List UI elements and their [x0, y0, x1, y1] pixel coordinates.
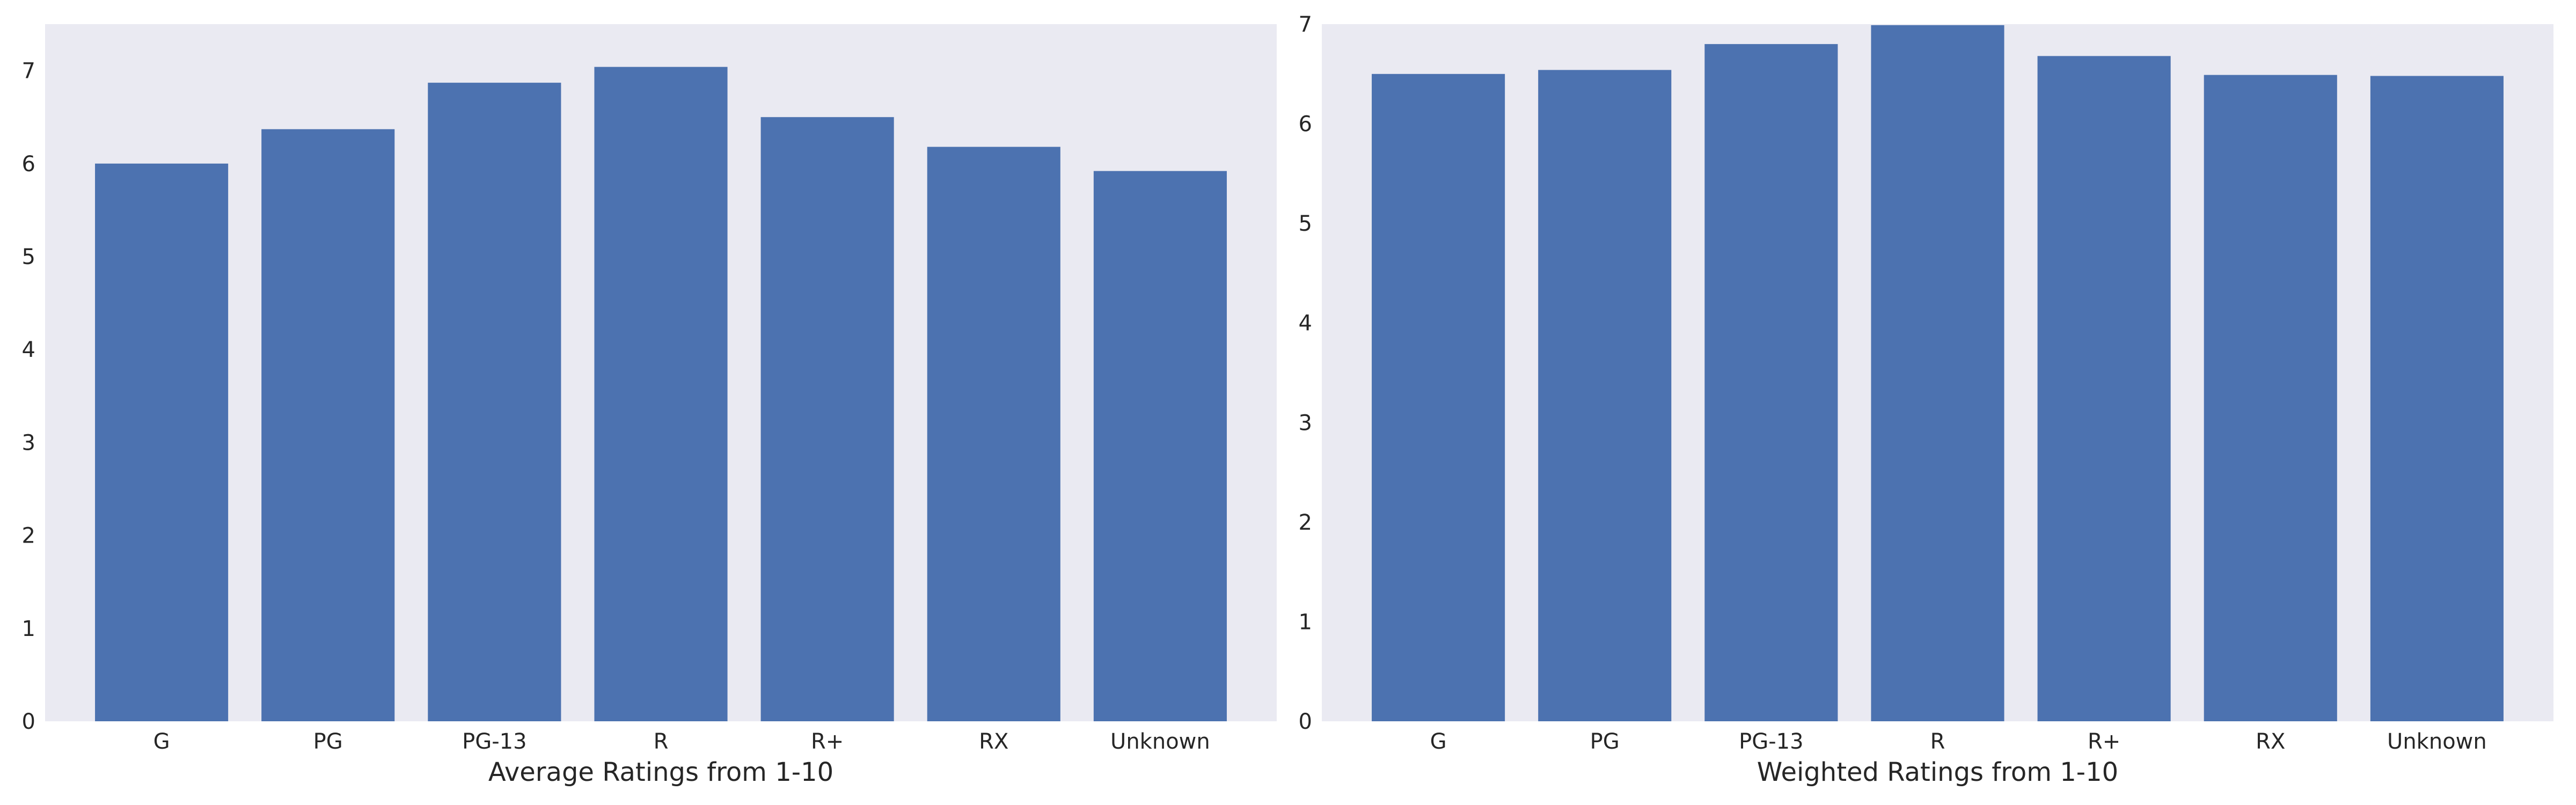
- y-tick-label: 0: [22, 709, 35, 734]
- y-tick-label: 6: [22, 152, 35, 177]
- x-tick-label: PG: [313, 729, 343, 754]
- bar-rx: [2204, 75, 2337, 721]
- y-tick-label: 3: [1299, 411, 1312, 435]
- y-tick-label: 5: [1299, 211, 1312, 236]
- x-tick-label: RX: [979, 729, 1008, 754]
- x-tick-label: PG-13: [1739, 729, 1803, 754]
- bar-g: [1372, 74, 1505, 721]
- x-axis-label: Average Ratings from 1-10: [488, 757, 833, 787]
- x-tick-label: Unknown: [2387, 729, 2487, 754]
- bar-pg-13: [1704, 44, 1838, 722]
- x-tick-label: G: [153, 729, 170, 754]
- x-tick-label: RX: [2256, 729, 2285, 754]
- x-tick-label: PG: [1590, 729, 1620, 754]
- bar-unknown: [2370, 76, 2504, 721]
- x-tick-label: Unknown: [1110, 729, 1210, 754]
- bar-rx: [927, 147, 1060, 721]
- bar-r: [594, 67, 728, 721]
- y-tick-label: 2: [22, 524, 35, 548]
- y-tick-label: 1: [22, 617, 35, 641]
- y-tick-label: 5: [22, 245, 35, 269]
- bar-pg-13: [428, 83, 561, 722]
- bar-pg: [1538, 70, 1672, 722]
- bar-r: [1871, 25, 2004, 721]
- y-tick-label: 3: [22, 430, 35, 455]
- y-tick-label: 4: [1299, 311, 1312, 336]
- x-tick-label: R+: [811, 729, 844, 754]
- x-axis-label: Weighted Ratings from 1-10: [1757, 757, 2118, 787]
- x-tick-label: PG-13: [462, 729, 526, 754]
- x-tick-label: R+: [2088, 729, 2120, 754]
- y-tick-label: 6: [1299, 112, 1312, 137]
- y-tick-label: 1: [1299, 610, 1312, 634]
- y-tick-label: 7: [1299, 12, 1312, 37]
- bar-chart-2: 0 1 2 3 4 5 6 7 G PG PG-13 R R+ RX Unknown Weighted Rat…: [1299, 12, 2553, 787]
- y-tick-label: 4: [22, 338, 35, 362]
- y-tick-label: 2: [1299, 510, 1312, 535]
- x-tick-label: G: [1430, 729, 1447, 754]
- bar-g: [95, 163, 229, 721]
- x-tick-label: R: [1930, 729, 1945, 754]
- bar-r-: [2037, 56, 2171, 722]
- y-tick-label: 0: [1299, 709, 1312, 734]
- bar-chart-1: 0 1 2 3 4 5 6 7 G PG PG-13 R R+ RX Unknown Average Rati…: [22, 24, 1277, 787]
- bar-r-: [760, 117, 894, 722]
- y-tick-label: 7: [22, 59, 35, 84]
- x-tick-label: R: [654, 729, 669, 754]
- bar-pg: [261, 129, 395, 721]
- bar-unknown: [1093, 171, 1227, 721]
